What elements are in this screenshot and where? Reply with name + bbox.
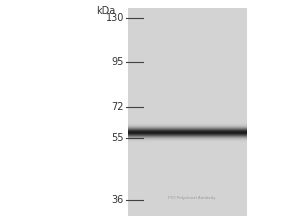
Text: 95: 95 — [112, 57, 124, 67]
Text: 36: 36 — [112, 195, 124, 205]
Text: 72: 72 — [112, 102, 124, 112]
Text: 130: 130 — [106, 13, 124, 23]
Text: 55: 55 — [112, 133, 124, 143]
Text: FTO Polyclonal Antibody: FTO Polyclonal Antibody — [168, 196, 215, 200]
Text: kDa: kDa — [96, 6, 116, 16]
